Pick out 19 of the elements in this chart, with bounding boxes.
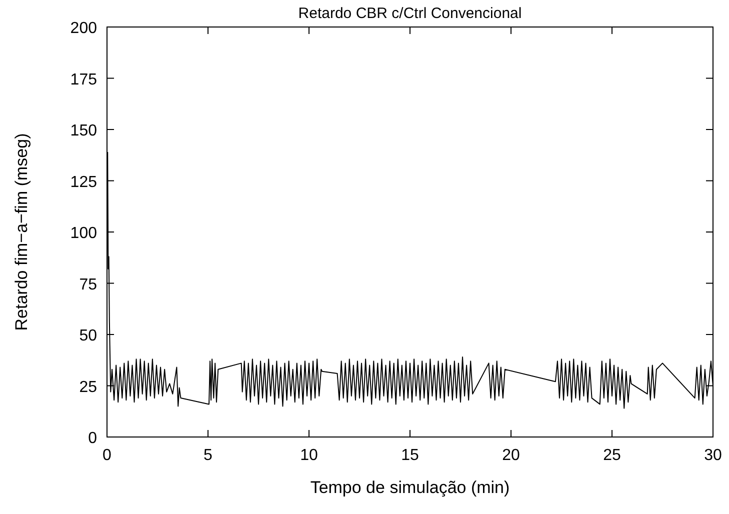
x-axis-title: Tempo de simulação (min)	[310, 478, 510, 497]
x-tick-label: 5	[204, 447, 213, 464]
y-tick-label: 175	[70, 71, 98, 88]
x-tick-label: 20	[502, 447, 520, 464]
y-tick-label: 0	[88, 430, 98, 447]
chart-title: Retardo CBR c/Ctrl Convencional	[298, 5, 522, 22]
y-tick-label: 125	[70, 174, 98, 191]
y-tick-label: 150	[70, 122, 98, 140]
y-tick-label: 75	[79, 276, 98, 294]
y-tick-label: 200	[70, 20, 98, 37]
y-axis-title: Retardo fim−a−fim (mseg)	[12, 133, 31, 331]
y-tick-label: 50	[79, 328, 98, 344]
x-tick-label: 10	[300, 447, 318, 464]
y-tick-label: 100	[70, 225, 98, 242]
x-tick-label: 25	[603, 447, 621, 464]
y-tick-label: 25	[79, 378, 98, 396]
x-tick-label: 0	[102, 447, 112, 464]
x-tick-label: 15	[401, 447, 419, 464]
x-tick-label: 30	[704, 447, 722, 464]
